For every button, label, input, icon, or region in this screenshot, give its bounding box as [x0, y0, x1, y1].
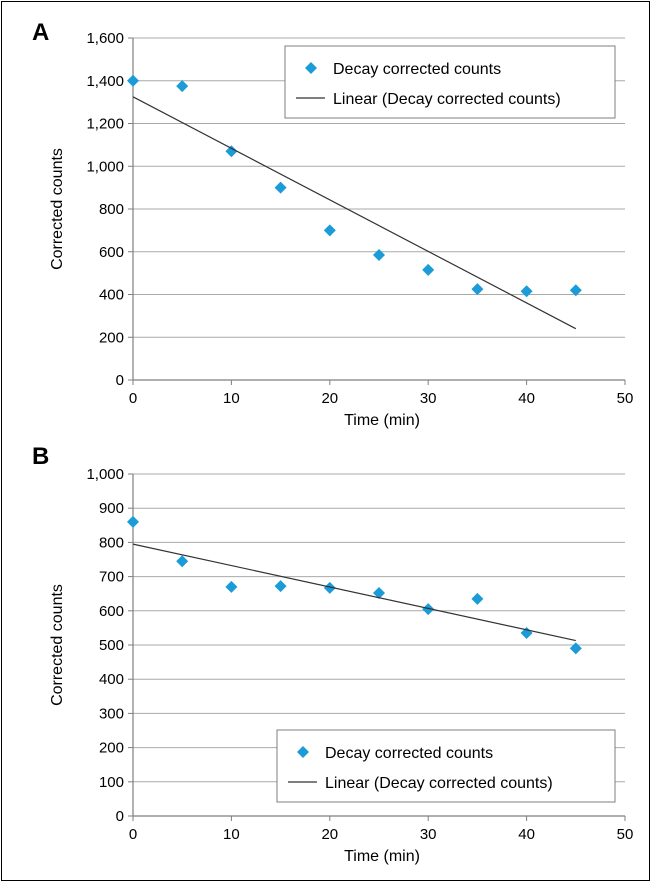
y-tick-label: 200 [99, 740, 124, 757]
legend-label: Decay corrected counts [325, 745, 493, 762]
x-axis-label: Time (min) [344, 848, 420, 865]
data-point [422, 263, 435, 276]
data-point [176, 555, 189, 568]
y-tick-label: 0 [116, 808, 124, 825]
data-point [323, 224, 336, 237]
data-point [471, 592, 484, 605]
data-point [422, 603, 435, 616]
x-tick-label: 10 [223, 390, 240, 407]
x-tick-label: 50 [617, 826, 634, 843]
legend-swatch-marker [297, 746, 309, 758]
x-tick-label: 10 [223, 826, 240, 843]
trendline [132, 543, 576, 642]
data-point [225, 580, 238, 593]
y-tick-label: 700 [99, 569, 124, 586]
data-point [274, 181, 287, 194]
panel-letter: B [32, 443, 49, 470]
legend-swatch-marker [305, 62, 317, 74]
y-tick-label: 600 [99, 244, 124, 261]
trendline [132, 96, 577, 330]
x-tick-label: 40 [518, 826, 535, 843]
data-point [373, 587, 385, 600]
y-tick-label: 900 [99, 500, 124, 517]
y-tick-label: 1,600 [86, 30, 124, 47]
y-tick-label: 400 [99, 671, 124, 688]
x-tick-label: 0 [129, 390, 137, 407]
legend-label: Linear (Decay corrected counts) [325, 775, 553, 792]
legend-box [284, 45, 616, 119]
legend-label: Decay corrected counts [333, 61, 501, 78]
x-tick-label: 50 [617, 390, 634, 407]
data-point [471, 283, 484, 296]
x-tick-label: 20 [321, 826, 338, 843]
y-tick-label: 0 [116, 372, 124, 389]
data-point [569, 642, 582, 655]
data-point [373, 248, 385, 261]
y-tick-label: 500 [99, 637, 124, 654]
y-axis-label: Corrected counts [49, 584, 66, 706]
y-tick-label: 1,000 [86, 158, 124, 175]
y-tick-label: 800 [99, 534, 124, 551]
data-point [176, 80, 189, 93]
x-tick-label: 20 [321, 390, 338, 407]
y-axis-label: Corrected counts [49, 148, 66, 270]
y-tick-label: 1,000 [86, 466, 124, 483]
x-tick-label: 30 [420, 390, 437, 407]
legend-label: Linear (Decay corrected counts) [333, 91, 561, 108]
data-point [274, 580, 287, 593]
y-tick-label: 600 [99, 603, 124, 620]
data-point [323, 581, 336, 594]
y-tick-label: 1,400 [86, 73, 124, 90]
panel-letter: A [32, 19, 49, 46]
x-axis-label: Time (min) [344, 412, 420, 429]
data-point [225, 145, 238, 158]
legend-box [276, 729, 616, 803]
y-tick-label: 200 [99, 329, 124, 346]
data-point [569, 284, 582, 297]
data-point [520, 285, 533, 298]
y-tick-label: 1,200 [86, 116, 124, 133]
y-tick-label: 300 [99, 705, 124, 722]
x-tick-label: 40 [518, 390, 535, 407]
x-tick-label: 30 [420, 826, 437, 843]
data-point [127, 515, 139, 528]
y-tick-label: 800 [99, 201, 124, 218]
y-tick-label: 100 [99, 774, 124, 791]
data-point [127, 74, 139, 87]
y-tick-label: 400 [99, 287, 124, 304]
x-tick-label: 0 [129, 826, 137, 843]
